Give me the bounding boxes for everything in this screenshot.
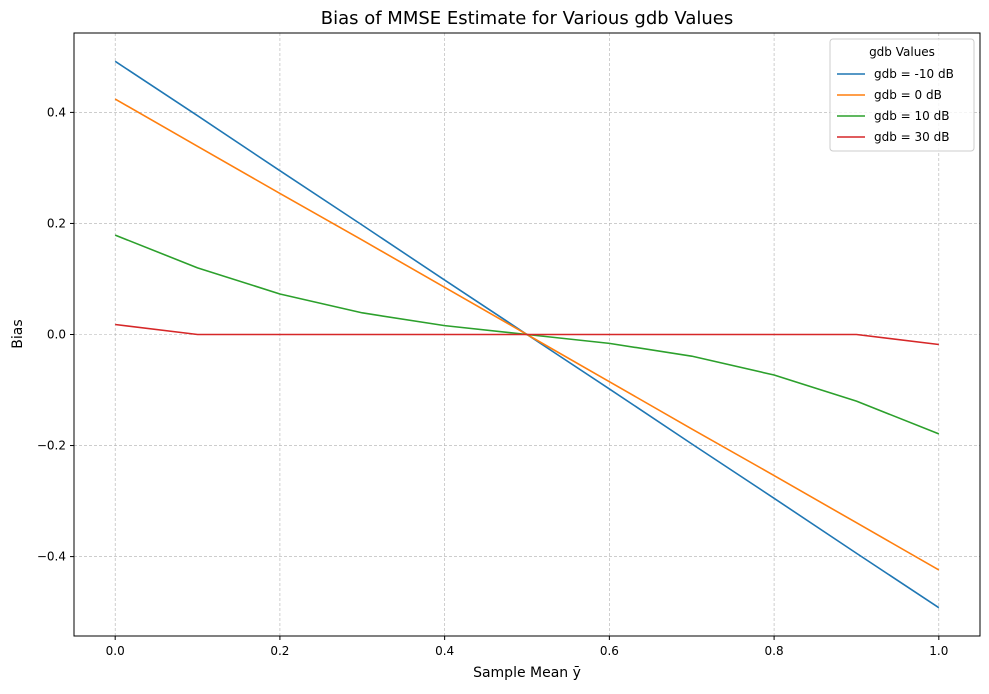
series-layer [114, 60, 940, 609]
x-tick-label: 0.2 [270, 644, 289, 658]
legend-entry-label: gdb = 0 dB [874, 88, 942, 102]
x-tick-label: 1.0 [929, 644, 948, 658]
x-tick-label: 0.0 [106, 644, 125, 658]
series-line-3 [115, 323, 939, 346]
legend-entry-label: gdb = 30 dB [874, 130, 949, 144]
y-tick-label: −0.2 [37, 439, 66, 453]
legend-entry-label: gdb = -10 dB [874, 67, 954, 81]
legend-entry-label: gdb = 10 dB [874, 109, 949, 123]
y-tick-label: 0.2 [47, 216, 66, 230]
x-tick-label: 0.4 [435, 644, 454, 658]
x-axis-label: Sample Mean ȳ [473, 665, 581, 681]
y-tick-label: −0.4 [37, 550, 66, 564]
chart-title: Bias of MMSE Estimate for Various gdb Va… [321, 8, 734, 29]
ticks-layer: 0.0 0.2 0.4 0.6 0.8 1.0 −0.4 −0.2 0.0 0.2 0.4 [37, 105, 949, 658]
y-tick-label: 0.0 [47, 328, 66, 342]
legend-title: gdb Values [869, 45, 935, 59]
legend-entries: gdb = -10 dB gdb = 0 dB gdb = 10 dB gdb = 3… [837, 67, 954, 144]
legend-box [829, 38, 975, 152]
x-tick-label: 0.8 [765, 644, 784, 658]
y-axis-label: Bias [10, 319, 26, 348]
x-tick-label: 0.6 [600, 644, 619, 658]
legend: gdb Values gdb = -10 dB gdb = 0 dB gdb = 1… [829, 38, 975, 152]
y-tick-label: 0.4 [47, 105, 66, 119]
